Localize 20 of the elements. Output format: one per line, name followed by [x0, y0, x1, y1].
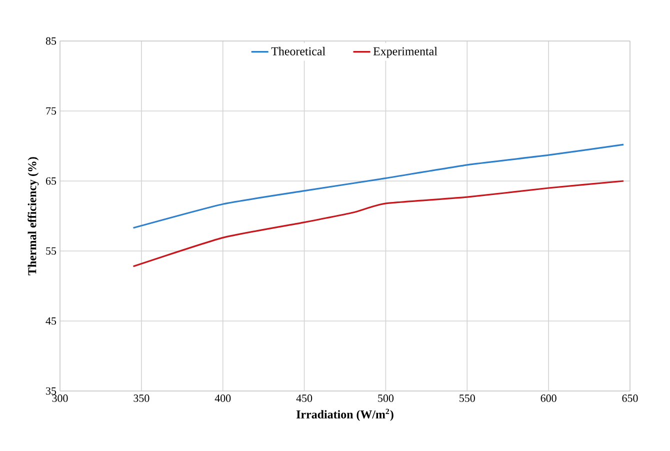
x-tick-label: 400: [214, 394, 231, 402]
y-tick-label: 75: [46, 107, 56, 115]
line-series: [132, 180, 624, 268]
x-tick-label: 350: [134, 394, 150, 402]
x-tick-label: 600: [540, 394, 556, 402]
y-tick-label: 65: [46, 177, 56, 185]
x-tick-label: 650: [622, 394, 638, 402]
y-tick-label: 55: [46, 247, 56, 255]
y-tick-label: 35: [46, 387, 56, 395]
x-axis-title: Irradiation (W/m$^{2}$): [296, 408, 394, 421]
legend-label: Theoretical: [271, 46, 326, 56]
y-tick-label: 45: [46, 317, 56, 325]
line-series: [132, 144, 624, 229]
x-tick-label: 450: [296, 394, 312, 402]
y-axis-title: Thermal efficiency (%): [28, 157, 39, 276]
y-tick-label: 85: [46, 37, 56, 45]
legend-label: Experimental: [373, 46, 438, 58]
x-tick-label: 300: [52, 394, 68, 402]
x-tick-label: 550: [460, 394, 475, 402]
x-tick-label: 500: [378, 394, 394, 402]
